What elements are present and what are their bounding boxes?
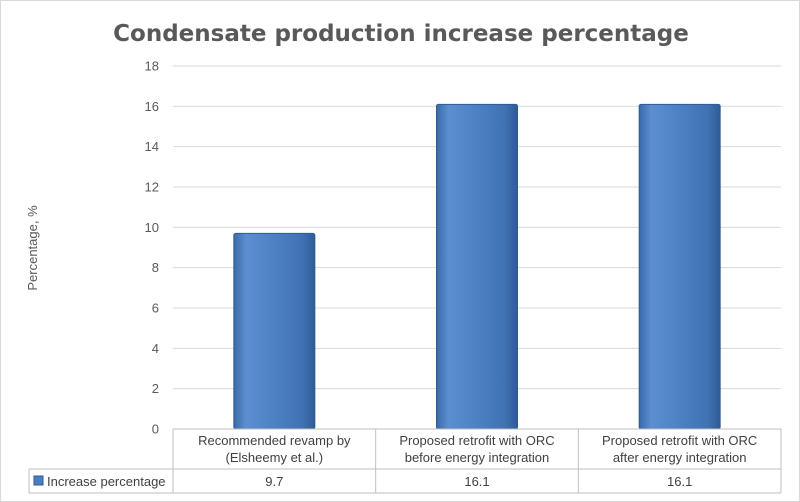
y-axis-title: Percentage, % <box>25 205 40 291</box>
category-label: Proposed retrofit with ORC before energy … <box>399 433 554 465</box>
category-label: Recommended revamp by (Elsheemy et al.) <box>198 433 351 465</box>
y-axis-tick-labels: 0 2 4 6 8 10 12 14 16 18 <box>145 59 159 437</box>
chart-title: Condensate production increase percentag… <box>113 21 689 47</box>
data-table: Recommended revamp by (Elsheemy et al.) Pr… <box>28 428 782 494</box>
bar <box>233 232 316 430</box>
y-tick-label: 16 <box>145 99 159 114</box>
data-table-value: 9.7 <box>265 474 283 489</box>
y-tick-label: 10 <box>145 220 159 235</box>
data-table-value: 16.1 <box>667 474 692 489</box>
y-tick-label: 0 <box>152 422 159 437</box>
y-tick-label: 12 <box>145 180 159 195</box>
legend-key <box>33 475 44 486</box>
y-tick-label: 8 <box>152 260 159 275</box>
y-tick-label: 4 <box>152 341 159 356</box>
bar <box>436 103 518 430</box>
y-tick-label: 14 <box>145 139 159 154</box>
y-tick-label: 18 <box>145 59 159 74</box>
bars <box>233 103 721 430</box>
y-tick-label: 2 <box>152 381 159 396</box>
category-label: Proposed retrofit with ORC after energy i… <box>602 433 757 465</box>
bar <box>638 103 721 430</box>
y-tick-label: 6 <box>152 301 159 316</box>
legend-series-name: Increase percentage <box>47 474 166 489</box>
data-table-value: 16.1 <box>464 474 489 489</box>
